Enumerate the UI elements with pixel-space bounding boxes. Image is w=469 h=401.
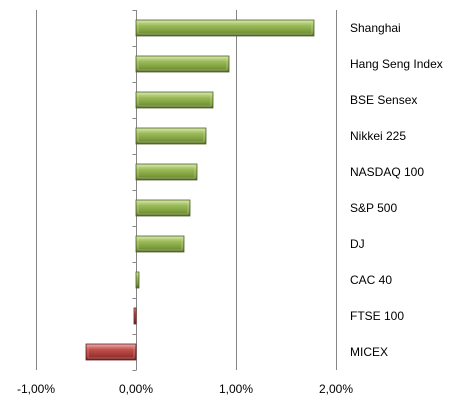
- bar-bevel: [137, 165, 196, 179]
- bar-body: [135, 127, 207, 145]
- bar-bevel: [137, 57, 228, 71]
- bar-nasdaq-100: [135, 163, 198, 181]
- category-label: Shanghai: [350, 21, 401, 35]
- bar-ftse-100: [133, 307, 137, 325]
- bar-bevel: [87, 345, 135, 359]
- bar-body: [135, 19, 315, 37]
- bar-body: [135, 163, 198, 181]
- bars: [85, 19, 315, 361]
- bar-s-p-500: [135, 199, 191, 217]
- category-label: Hang Seng Index: [350, 57, 443, 71]
- bar-dj: [135, 235, 185, 253]
- axis-ticks: [132, 10, 137, 371]
- bar-bevel: [137, 201, 189, 215]
- category-label: MICEX: [350, 345, 388, 359]
- bar-shanghai: [135, 19, 315, 37]
- bar-hang-seng-index: [135, 55, 230, 73]
- x-tick-label: 0,00%: [119, 382, 153, 396]
- bar-bevel: [137, 129, 205, 143]
- bar-body: [135, 55, 230, 73]
- category-label: Nikkei 225: [350, 129, 406, 143]
- category-label: BSE Sensex: [350, 93, 417, 107]
- category-label: DJ: [350, 237, 365, 251]
- bar-nikkei-225: [135, 127, 207, 145]
- bar-body: [135, 235, 185, 253]
- bar-bevel: [137, 237, 183, 251]
- bar-micex: [85, 343, 137, 361]
- category-label: NASDAQ 100: [350, 165, 424, 179]
- bar-body: [135, 271, 140, 289]
- x-tick-label: -1,00%: [17, 382, 55, 396]
- category-labels: Shanghai Hang Seng Index BSE Sensex Nikkei …: [350, 21, 443, 359]
- category-label: FTSE 100: [350, 309, 404, 323]
- x-tick-label: 1,00%: [219, 382, 253, 396]
- bar-body: [85, 343, 137, 361]
- bar-bevel: [137, 93, 212, 107]
- category-label: CAC 40: [350, 273, 392, 287]
- bar-body: [133, 307, 137, 325]
- category-label: S&P 500: [350, 201, 397, 215]
- x-tick-label: 2,00%: [319, 382, 353, 396]
- bar-bse-sensex: [135, 91, 214, 109]
- bar-body: [135, 91, 214, 109]
- bar-bevel: [137, 21, 313, 35]
- bar-body: [135, 199, 191, 217]
- x-axis-tick-labels: -1,00% 0,00% 1,00% 2,00%: [17, 382, 353, 396]
- bar-cac-40: [135, 271, 140, 289]
